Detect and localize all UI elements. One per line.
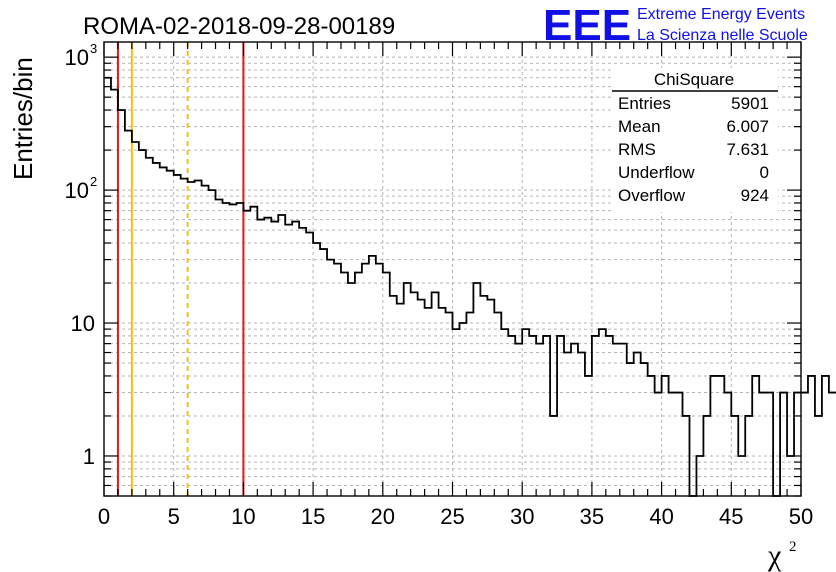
x-axis-label: χ 2 [767,539,797,572]
x-tick-label: 45 [719,504,743,529]
x-tick-label: 30 [510,504,534,529]
x-tick-label: 20 [371,504,395,529]
logo-line-2: La Scienza nelle Scuole [637,27,808,44]
stats-row-label: Entries [618,94,671,113]
stats-box: ChiSquare Entries 5901 Mean 6.007 RMS 7.631 Un… [612,68,778,212]
stats-row-value: 924 [741,186,769,205]
stats-row: RMS 7.631 [618,140,769,159]
logo-line-1: Extreme Energy Events [637,6,805,23]
y-tick-label-base: 10 [65,178,89,203]
x-tick-label: 0 [98,504,110,529]
eee-logo: EEE Extreme Energy Events La Scienza nel… [543,1,808,50]
reference-lines [116,42,245,496]
x-axis-label-base: χ [767,539,782,572]
stats-row-label: Overflow [618,186,686,205]
x-axis-label-superscript: 2 [789,539,797,555]
histogram-series [104,76,836,497]
grid-lines [104,42,801,496]
stats-rows: Entries 5901 Mean 6.007 RMS 7.631 Underflow 0 Ov… [618,94,769,205]
stats-row: Underflow 0 [618,163,769,182]
stats-row-value: 0 [760,163,769,182]
stats-title: ChiSquare [654,70,734,89]
stats-row-value: 5901 [731,94,769,113]
stats-row: Mean 6.007 [618,117,769,136]
stats-box-background [612,68,778,212]
y-axis-label: Entries/bin [8,57,38,180]
y-tick-label-base: 1 [83,444,95,469]
x-tick-label: 40 [649,504,673,529]
x-tick-label: 15 [301,504,325,529]
x-tick-label: 25 [440,504,464,529]
stats-row-label: RMS [618,140,656,159]
axis-ticks [103,42,802,497]
y-tick-label: 10 2 [65,174,98,203]
y-tick-label-base: 10 [65,45,89,70]
stats-row-value: 7.631 [726,140,769,159]
stats-row-label: Underflow [618,163,695,182]
y-tick-label-exponent: 3 [90,41,97,56]
y-tick-label-exponent: 2 [90,174,97,189]
y-tick-label-base: 10 [71,311,95,336]
y-tick-label: 10 3 [65,41,98,70]
stats-row: Entries 5901 [618,94,769,113]
x-tick-label: 35 [580,504,604,529]
y-tick-label: 10 [71,311,95,336]
y-tick-label: 1 [83,444,95,469]
stats-row-value: 6.007 [726,117,769,136]
chart-title: ROMA-02-2018-09-28-00189 [83,13,395,40]
stats-row-label: Mean [618,117,661,136]
x-tick-label: 5 [168,504,180,529]
histogram-line [104,76,836,497]
stats-row: Overflow 924 [618,186,769,205]
x-tick-label: 10 [231,504,255,529]
x-tick-labels: 0 5 10 15 20 25 30 35 40 45 50 [98,504,813,529]
x-tick-label: 50 [789,504,813,529]
